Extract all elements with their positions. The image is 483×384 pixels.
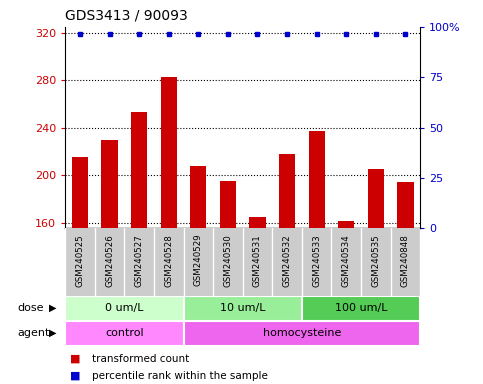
Text: ■: ■ (70, 354, 81, 364)
Text: ■: ■ (70, 371, 81, 381)
Bar (338, 221, 355, 228)
Text: GSM240534: GSM240534 (342, 234, 351, 286)
Text: GSM240525: GSM240525 (75, 234, 85, 286)
Text: 100 um/L: 100 um/L (335, 303, 387, 313)
Text: GSM240527: GSM240527 (135, 234, 143, 286)
Text: GSM240848: GSM240848 (401, 234, 410, 286)
Bar (302, 296, 420, 321)
Bar (249, 217, 266, 228)
Bar (131, 112, 147, 228)
Bar (368, 169, 384, 228)
Bar (101, 139, 118, 228)
Bar (309, 131, 325, 228)
Text: GSM240533: GSM240533 (312, 234, 321, 286)
Text: control: control (105, 328, 143, 338)
Text: GSM240528: GSM240528 (164, 234, 173, 286)
Bar (72, 157, 88, 228)
Text: ▶: ▶ (49, 328, 57, 338)
Bar (184, 296, 302, 321)
Text: dose: dose (17, 303, 43, 313)
Bar (161, 77, 177, 228)
Text: GDS3413 / 90093: GDS3413 / 90093 (65, 9, 188, 23)
Bar (65, 321, 184, 346)
Bar (220, 181, 236, 228)
Text: agent: agent (17, 328, 49, 338)
Text: 0 um/L: 0 um/L (105, 303, 143, 313)
Text: GSM240532: GSM240532 (283, 234, 292, 286)
Text: GSM240530: GSM240530 (224, 234, 232, 286)
Text: GSM240531: GSM240531 (253, 234, 262, 286)
Text: homocysteine: homocysteine (263, 328, 341, 338)
Bar (279, 154, 295, 228)
Text: transformed count: transformed count (92, 354, 189, 364)
Text: GSM240526: GSM240526 (105, 234, 114, 286)
Text: percentile rank within the sample: percentile rank within the sample (92, 371, 268, 381)
Text: GSM240535: GSM240535 (371, 234, 380, 286)
Bar (398, 182, 413, 228)
Text: 10 um/L: 10 um/L (220, 303, 266, 313)
Text: GSM240529: GSM240529 (194, 234, 203, 286)
Bar (184, 321, 420, 346)
Text: ▶: ▶ (49, 303, 57, 313)
Bar (65, 296, 184, 321)
Bar (190, 166, 206, 228)
